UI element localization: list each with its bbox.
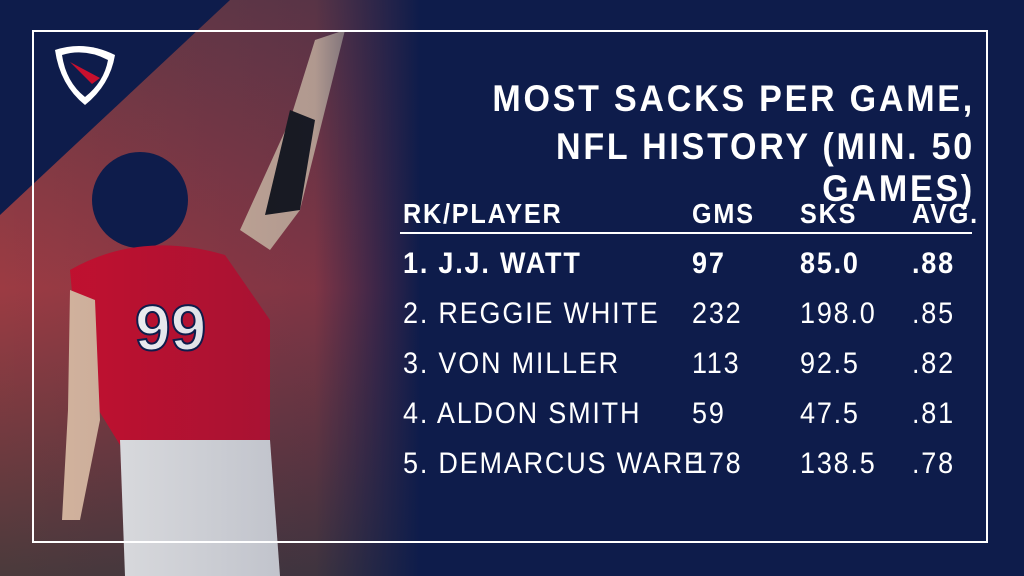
table-cell: 3. VON MILLER xyxy=(403,347,620,380)
player-photo: 99 xyxy=(0,0,420,576)
table-cell: 85.0 xyxy=(800,247,860,280)
table-cell: 232 xyxy=(692,297,743,330)
table-cell: 97 xyxy=(692,247,726,280)
table-cell: 47.5 xyxy=(800,397,860,430)
table-cell: .81 xyxy=(912,397,955,430)
table-cell: 138.5 xyxy=(800,447,877,480)
table-cell: 4. ALDON SMITH xyxy=(403,397,642,430)
header-cell: AVG. xyxy=(912,198,979,229)
table-cell: .82 xyxy=(912,347,955,380)
table-cell: 5. DEMARCUS WARE xyxy=(403,447,704,480)
frame xyxy=(32,30,988,543)
table-cell: .85 xyxy=(912,297,955,330)
table-cell: .78 xyxy=(912,447,955,480)
table-cell: 59 xyxy=(692,397,726,430)
table-cell: 178 xyxy=(692,447,743,480)
header-cell: GMS xyxy=(692,198,755,229)
team-logo xyxy=(55,46,115,105)
header-cell: SKS xyxy=(800,198,858,229)
table-cell: 113 xyxy=(692,347,741,380)
title-line: NFL HISTORY (MIN. 50 GAMES) xyxy=(556,126,975,209)
table-cell: .88 xyxy=(912,247,955,280)
table-cell: 2. REGGIE WHITE xyxy=(403,297,660,330)
title-line: MOST SACKS PER GAME, xyxy=(492,78,975,119)
table-cell: 198.0 xyxy=(800,297,877,330)
header-rule xyxy=(400,232,972,234)
table-cell: 1. J.J. WATT xyxy=(403,247,582,280)
header-cell: RK/PLAYER xyxy=(403,198,563,229)
table-cell: 92.5 xyxy=(800,347,860,380)
